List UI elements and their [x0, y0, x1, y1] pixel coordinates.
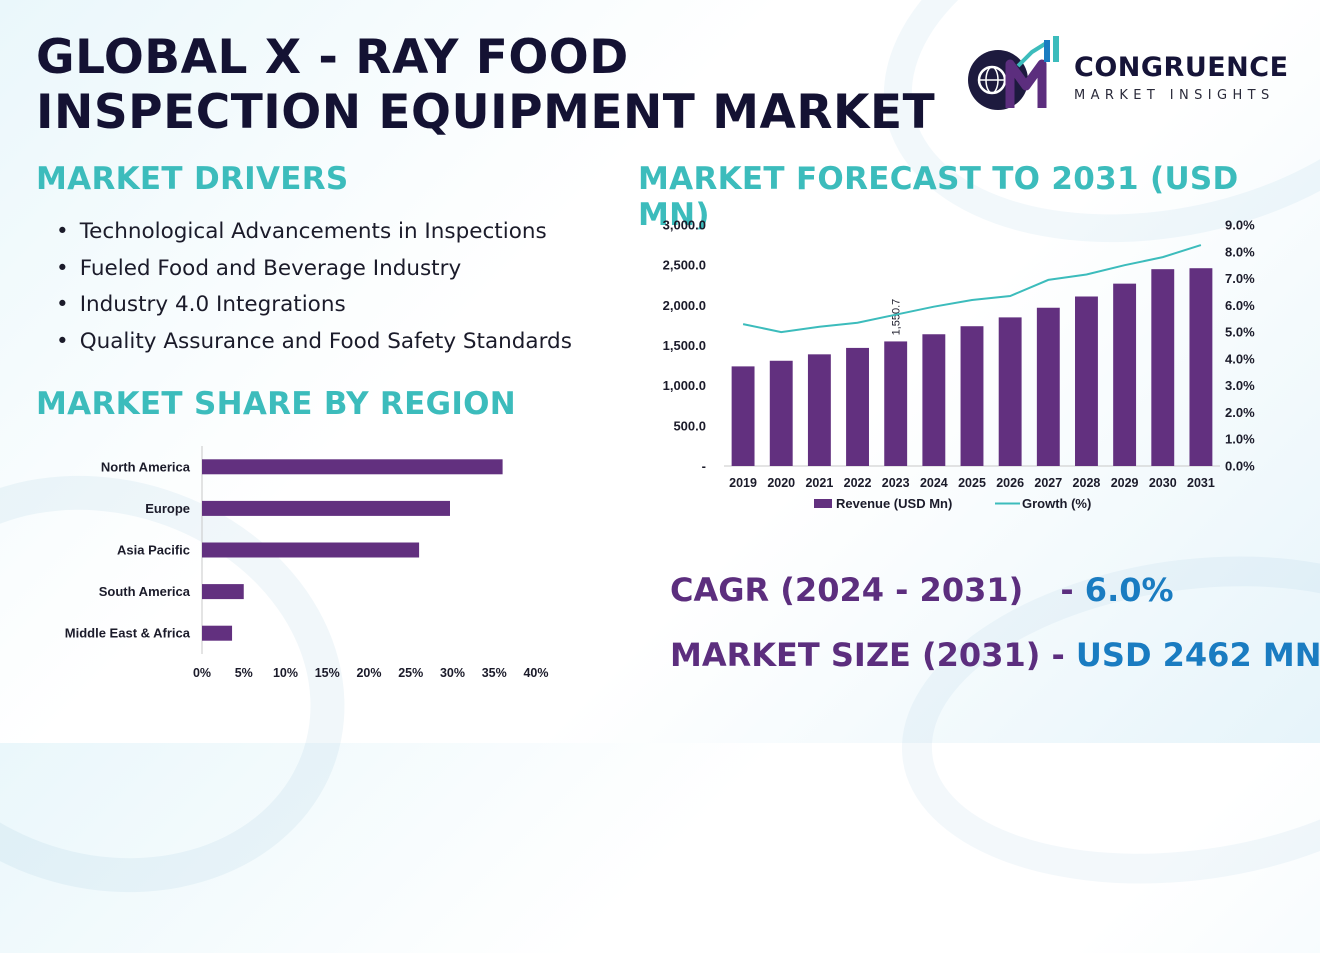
market-size-stat: MARKET SIZE (2031) - USD 2462 MN: [670, 636, 1320, 674]
forecast-right-tick-label: 7.0%: [1225, 271, 1255, 286]
region-x-tick-label: 10%: [273, 666, 298, 680]
cagr-label: CAGR (2024 - 2031): [670, 571, 1024, 609]
region-x-tick-label: 5%: [235, 666, 253, 680]
forecast-right-tick-label: 3.0%: [1225, 378, 1255, 393]
forecast-left-tick-label: -: [702, 459, 706, 474]
forecast-year-label: 2030: [1149, 476, 1177, 490]
legend-growth-label: Growth (%): [1022, 496, 1091, 511]
region-bar: [202, 500, 450, 516]
forecast-year-label: 2028: [1073, 476, 1101, 490]
driver-item: Industry 4.0 Integrations: [56, 287, 572, 324]
revenue-bar: [807, 354, 831, 466]
region-share-chart: North America Europe Asia Pacific South Ame…: [65, 446, 549, 680]
forecast-right-tick-label: 5.0%: [1225, 325, 1255, 340]
region-heading: MARKET SHARE BY REGION: [36, 386, 517, 422]
region-category-label: Europe: [145, 501, 190, 516]
driver-item: Technological Advancements in Inspection…: [56, 214, 572, 251]
forecast-right-tick-label: 8.0%: [1225, 244, 1255, 259]
revenue-bar: [998, 317, 1022, 466]
forecast-year-label: 2021: [805, 476, 833, 490]
forecast-left-tick-label: 2,500.0: [663, 258, 706, 273]
forecast-year-label: 2019: [729, 476, 757, 490]
region-x-tick-label: 35%: [482, 666, 507, 680]
revenue-bar: [769, 360, 793, 466]
revenue-bar: [960, 326, 984, 466]
page-title: GLOBAL X - RAY FOOD INSPECTION EQUIPMENT…: [36, 30, 936, 140]
revenue-bar: [846, 347, 869, 466]
forecast-year-label: 2022: [844, 476, 872, 490]
forecast-year-label: 2029: [1111, 476, 1139, 490]
region-x-tick-label: 15%: [315, 666, 340, 680]
revenue-bar: [884, 341, 908, 466]
region-bar: [202, 542, 420, 558]
forecast-year-label: 2026: [996, 476, 1024, 490]
region-category-label: South America: [99, 584, 191, 599]
forecast-left-tick-label: 3,000.0: [663, 218, 706, 233]
revenue-bar: [1151, 269, 1175, 466]
forecast-left-tick-label: 500.0: [673, 418, 706, 433]
driver-item: Fueled Food and Beverage Industry: [56, 251, 572, 288]
revenue-bar: [922, 334, 946, 466]
forecast-right-tick-label: 1.0%: [1225, 432, 1255, 447]
brand-logo: CONGRUENCE MARKET INSIGHTS: [962, 36, 1292, 116]
region-x-tick-label: 20%: [356, 666, 381, 680]
revenue-bar: [1075, 296, 1098, 466]
region-bar: [202, 459, 503, 475]
region-category-label: Middle East & Africa: [65, 626, 191, 641]
forecast-year-label: 2031: [1187, 476, 1215, 490]
forecast-year-label: 2027: [1034, 476, 1062, 490]
forecast-right-tick-label: 2.0%: [1225, 405, 1255, 420]
revenue-bar: [731, 366, 755, 466]
forecast-right-tick-label: 0.0%: [1225, 459, 1255, 474]
region-x-tick-label: 0%: [193, 666, 211, 680]
forecast-year-label: 2025: [958, 476, 986, 490]
forecast-heading: MARKET FORECAST TO 2031 (USD MN): [638, 161, 1239, 233]
revenue-bar: [1113, 283, 1137, 466]
region-x-tick-label: 25%: [398, 666, 423, 680]
forecast-left-tick-label: 1,500.0: [663, 338, 706, 353]
cagr-stat: CAGR (2024 - 2031) - 6.0%: [670, 571, 1174, 609]
logo-name: CONGRUENCE: [1074, 52, 1289, 83]
forecast-year-label: 2024: [920, 476, 948, 490]
region-x-tick-label: 40%: [523, 666, 548, 680]
driver-item: Quality Assurance and Food Safety Standa…: [56, 324, 572, 361]
forecast-year-label: 2023: [882, 476, 910, 490]
logo-tagline: MARKET INSIGHTS: [1074, 88, 1275, 103]
forecast-right-tick-label: 4.0%: [1225, 351, 1255, 366]
forecast-left-tick-label: 1,000.0: [663, 378, 706, 393]
forecast-right-tick-label: 6.0%: [1225, 298, 1255, 313]
cagr-value: 6.0%: [1084, 571, 1174, 609]
region-bar: [202, 625, 233, 641]
region-category-label: Asia Pacific: [117, 543, 190, 558]
cagr-separator: -: [1060, 571, 1085, 609]
forecast-right-tick-label: 9.0%: [1225, 218, 1255, 233]
region-bar: [202, 584, 244, 600]
drivers-list: Technological Advancements in Inspection…: [56, 214, 572, 360]
region-category-label: North America: [101, 459, 191, 474]
market-size-separator: -: [1040, 636, 1076, 674]
congruence-logo-icon: [968, 36, 1059, 110]
region-x-tick-label: 30%: [440, 666, 465, 680]
forecast-left-tick-label: 2,000.0: [663, 298, 706, 313]
drivers-heading: MARKET DRIVERS: [36, 161, 349, 197]
revenue-data-label: 1,550.7: [891, 299, 903, 336]
forecast-chart: - 500.0 1,000.0 1,500.0 2,000.0 2,500.0 3,000.…: [663, 218, 1255, 512]
legend-revenue-label: Revenue (USD Mn): [836, 496, 952, 511]
market-size-label: MARKET SIZE (2031): [670, 636, 1041, 674]
legend-revenue-swatch: [814, 499, 832, 508]
forecast-year-label: 2020: [767, 476, 795, 490]
revenue-bar: [1189, 268, 1213, 466]
market-size-value: USD 2462 MN: [1075, 636, 1320, 674]
revenue-bar: [1036, 307, 1060, 466]
growth-line: [742, 244, 1202, 334]
